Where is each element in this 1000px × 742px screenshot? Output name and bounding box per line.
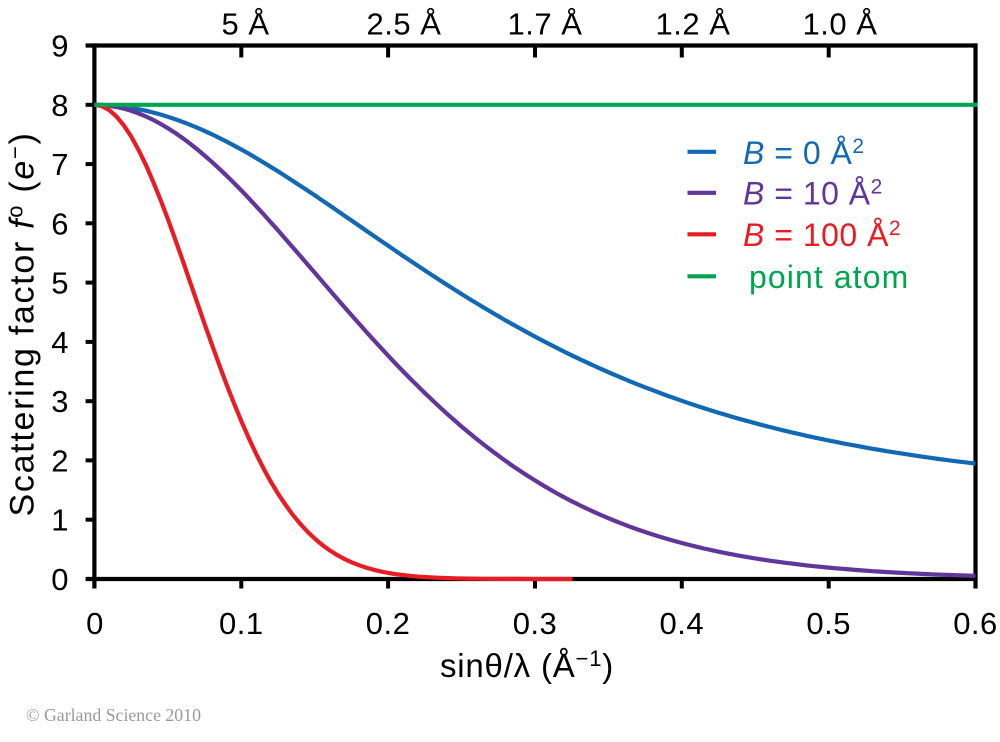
svg-text:Scattering factor fo (e−): Scattering factor fo (e−) xyxy=(3,131,42,516)
svg-text:1.7 Å: 1.7 Å xyxy=(508,7,583,42)
svg-text:7: 7 xyxy=(51,147,69,182)
svg-text:1.0 Å: 1.0 Å xyxy=(803,7,878,42)
svg-text:0.4: 0.4 xyxy=(659,606,704,641)
svg-text:4: 4 xyxy=(51,325,69,360)
svg-text:0: 0 xyxy=(86,606,104,641)
svg-text:0.2: 0.2 xyxy=(366,606,411,641)
svg-text:0.3: 0.3 xyxy=(513,606,558,641)
svg-text:2.5 Å: 2.5 Å xyxy=(367,7,442,42)
svg-text:B = 100 Å2: B = 100 Å2 xyxy=(743,217,901,253)
svg-text:5: 5 xyxy=(51,266,69,301)
svg-text:0.6: 0.6 xyxy=(953,606,998,641)
svg-text:0.1: 0.1 xyxy=(219,606,264,641)
svg-text:0.5: 0.5 xyxy=(806,606,851,641)
svg-text:0: 0 xyxy=(51,562,69,597)
svg-text:8: 8 xyxy=(51,88,69,123)
svg-text:sinθ/λ (Å−1): sinθ/λ (Å−1) xyxy=(440,646,614,684)
svg-text:3: 3 xyxy=(51,384,69,419)
svg-text:9: 9 xyxy=(51,29,69,64)
svg-text:B = 10 Å2: B = 10 Å2 xyxy=(743,175,883,211)
svg-text:6: 6 xyxy=(51,206,69,241)
svg-text:5 Å: 5 Å xyxy=(221,7,269,42)
svg-text:1: 1 xyxy=(51,503,69,538)
svg-text:2: 2 xyxy=(51,443,69,478)
svg-text:B = 0 Å2: B = 0 Å2 xyxy=(743,135,865,171)
svg-text:point atom: point atom xyxy=(749,259,909,295)
svg-text:1.2 Å: 1.2 Å xyxy=(656,7,731,42)
svg-text:© Garland Science 2010: © Garland Science 2010 xyxy=(26,705,201,725)
